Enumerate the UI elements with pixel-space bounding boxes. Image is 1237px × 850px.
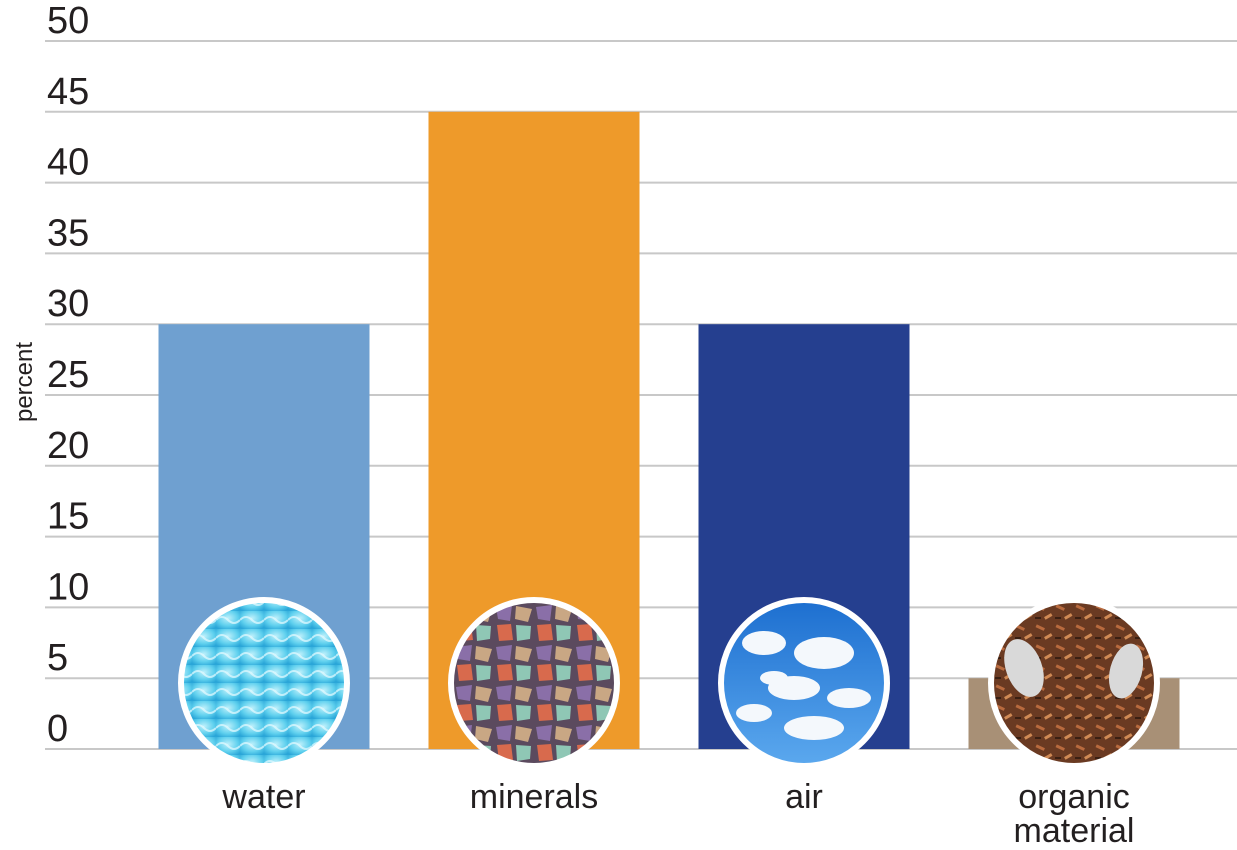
icon-image [452,601,616,765]
cloud [760,671,788,685]
x-tick-label: organic material [1013,778,1135,850]
y-tick-label: 0 [47,708,68,750]
cloud [827,688,871,708]
cloud [794,637,854,669]
icon [178,597,350,769]
glove [1108,643,1144,699]
y-tick-label: 20 [47,425,89,467]
glove [1004,639,1044,697]
y-tick-label: 30 [47,283,89,325]
y-tick-label: 45 [47,71,89,113]
y-tick-label: 10 [47,566,89,608]
y-tick-label: 5 [47,637,68,679]
x-tick-label: air [785,778,823,816]
cloud [736,704,772,722]
icon-image [722,601,886,765]
y-tick-label: 40 [47,142,89,184]
icon-fill [182,601,346,765]
icon [448,597,620,769]
icon-border [178,597,350,769]
icon-image [992,601,1156,765]
x-tick-label: minerals [469,778,599,816]
cloud [784,716,844,740]
x-tick-label: water [222,778,306,816]
icon-fill [452,601,616,765]
icon [718,597,890,769]
icon-border [988,597,1160,769]
y-axis-label: percent [11,342,38,422]
icon-border [448,597,620,769]
icon-border [718,597,890,769]
y-tick-label: 50 [47,0,89,42]
icon-fill [992,601,1156,765]
y-tick-label: 25 [47,354,89,396]
icon [988,597,1160,769]
cloud [742,631,786,655]
icon-image [182,601,346,765]
y-tick-label: 15 [47,496,89,538]
y-tick-label: 35 [47,212,89,254]
